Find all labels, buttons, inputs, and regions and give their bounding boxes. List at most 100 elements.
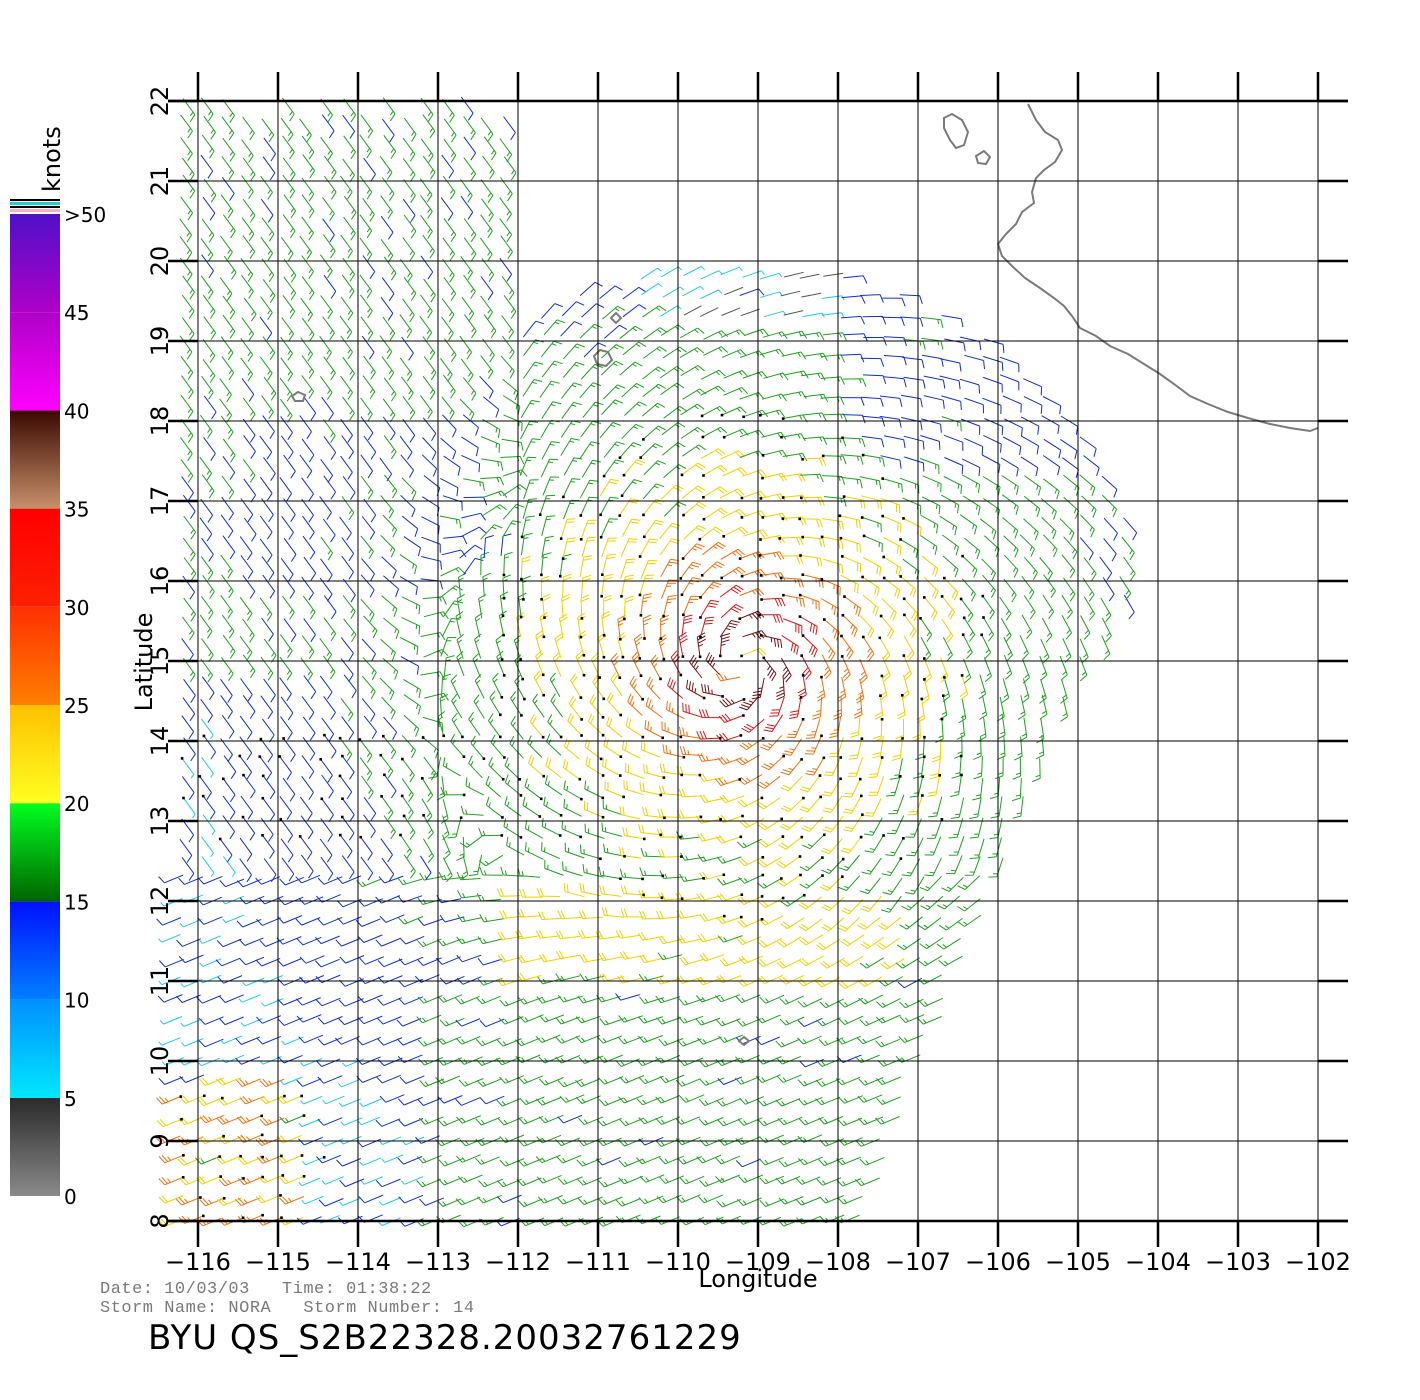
wind-barb [203, 395, 217, 420]
wind-barb [876, 1076, 901, 1086]
wind-barb [676, 975, 702, 984]
wind-barb [641, 366, 666, 380]
wind-barb [322, 518, 336, 543]
wind-barb [698, 709, 723, 719]
wind-barb [602, 799, 623, 816]
wind-barb [776, 958, 802, 969]
wind-barb [640, 560, 658, 580]
wind-barb [760, 291, 783, 298]
rain-flag [382, 734, 385, 738]
wind-barb [383, 617, 400, 639]
rain-flag [501, 816, 504, 819]
rain-flag [902, 517, 905, 520]
rain-flag [618, 514, 622, 517]
wind-barb [596, 1117, 622, 1127]
rain-flag [720, 576, 723, 580]
wind-barb [321, 1138, 344, 1147]
wind-barb [872, 719, 883, 743]
wind-barb [689, 654, 703, 679]
wind-barb [803, 352, 828, 362]
wind-barb [876, 937, 900, 950]
wind-barb [359, 1157, 382, 1166]
wind-barb [439, 515, 462, 529]
wind-barb [619, 1075, 645, 1084]
rain-flag [582, 654, 586, 657]
wind-barb [401, 596, 421, 615]
wind-barb [198, 935, 221, 944]
wind-barb [343, 135, 356, 160]
wind-barb [422, 234, 435, 259]
wind-barb [200, 596, 214, 620]
wind-barb [357, 1015, 383, 1025]
wind-barb [625, 717, 643, 738]
wind-barb [377, 958, 403, 968]
wind-barb [380, 838, 393, 863]
wind-barb [456, 871, 481, 881]
rain-flag [260, 1133, 264, 1137]
wind-barb [1059, 518, 1075, 541]
rain-flag [541, 735, 545, 739]
wind-barb [301, 317, 315, 342]
wind-barb [881, 895, 902, 913]
wind-barb [241, 217, 255, 242]
wind-barb [283, 618, 297, 643]
rain-flag [659, 833, 662, 837]
wind-barb [322, 419, 336, 443]
wind-barb [983, 356, 1004, 371]
wind-barb [657, 935, 683, 945]
wind-barb [759, 994, 785, 1004]
wind-barb [237, 1156, 263, 1166]
wind-barb [280, 336, 293, 361]
colorbar-tick-label: 45 [64, 301, 89, 325]
wind-barb [500, 455, 525, 465]
wind-barb [455, 1097, 481, 1106]
rain-flag [519, 836, 523, 839]
wind-barb [298, 1177, 321, 1187]
wind-barb [760, 634, 783, 649]
wind-barb [920, 895, 944, 911]
wind-barb [299, 118, 312, 143]
rain-flag [702, 696, 706, 700]
rain-flag [502, 596, 506, 600]
wind-barb [203, 735, 217, 760]
wind-barb [376, 1016, 402, 1025]
rain-flag [180, 757, 184, 760]
wind-barb [197, 875, 223, 885]
rain-flag [619, 713, 622, 717]
wind-barb [401, 616, 421, 635]
rain-flag [302, 1175, 306, 1178]
wind-barb [420, 578, 443, 590]
wind-barb [260, 198, 274, 223]
wind-barb [468, 711, 481, 736]
wind-barb [902, 356, 925, 369]
wind-barb [537, 911, 562, 921]
wind-barb [562, 537, 576, 559]
wind-barb [882, 297, 906, 307]
wind-barb [180, 419, 194, 443]
wind-barb [1020, 416, 1040, 435]
wind-barb [857, 976, 883, 987]
wind-barb [941, 618, 954, 643]
wind-barb [540, 419, 560, 438]
wind-barb [541, 817, 561, 836]
wind-barb [1043, 574, 1056, 599]
wind-barb [277, 1017, 303, 1026]
wind-barb [525, 842, 544, 860]
wind-barb [242, 397, 256, 422]
wind-barb [883, 556, 901, 577]
colorbar-tick-label: 0 [64, 1185, 77, 1209]
rain-flag [759, 497, 763, 500]
wind-barb [441, 396, 455, 421]
wind-barb [822, 295, 845, 301]
wind-barb [861, 857, 882, 875]
wind-barb [596, 1156, 621, 1166]
wind-barb [378, 1197, 402, 1206]
wind-barb [300, 297, 314, 322]
wind-barb [939, 917, 963, 931]
rain-flag [902, 654, 906, 657]
wind-barb [263, 457, 276, 481]
wind-barb [739, 288, 765, 296]
wind-barb [838, 854, 860, 871]
rain-flag [758, 613, 762, 617]
rain-flag [518, 778, 521, 781]
